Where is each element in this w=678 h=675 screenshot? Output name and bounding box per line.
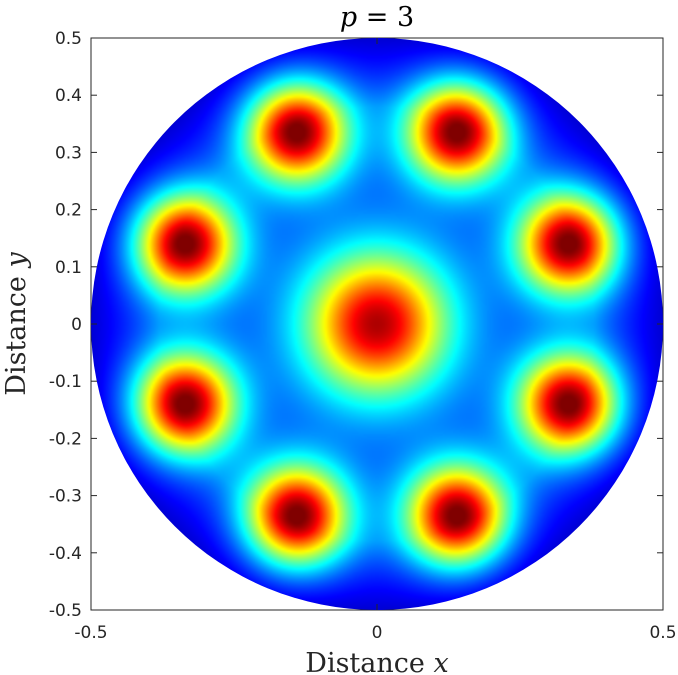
chart-title: p = 3: [340, 2, 414, 33]
y-tick-label: 0.3: [55, 143, 82, 163]
x-tick-label: 0.5: [649, 623, 676, 643]
y-tick-label: -0.1: [49, 372, 82, 392]
y-tick-label: -0.2: [49, 429, 82, 449]
x-axis-label: Distance x: [305, 648, 448, 675]
y-tick-label: 0.1: [55, 258, 82, 278]
y-axis-ticks: 0.5 0.4 0.3 0.2 0.1 0 -0.1 -0.2 -0.3 -0.4 -0.5: [49, 29, 663, 621]
x-axis-ticks: -0.5 0 0.5: [74, 38, 677, 643]
y-axis-label-text: Distance: [1, 268, 32, 396]
y-tick-label: -0.4: [49, 544, 82, 564]
x-axis-label-variable: x: [433, 648, 448, 675]
chart-title-value: = 3: [357, 2, 414, 33]
y-tick-label: 0: [71, 315, 82, 335]
y-tick-label: 0.4: [55, 86, 82, 106]
x-tick-label: 0: [372, 623, 383, 643]
heatmap-surface: [91, 38, 663, 610]
y-tick-label: 0.2: [55, 201, 82, 221]
y-tick-label: 0.5: [55, 29, 82, 49]
y-tick-label: -0.3: [49, 487, 82, 507]
chart-title-variable: p: [340, 2, 357, 33]
y-axis-label: Distance y: [1, 252, 32, 396]
x-tick-label: -0.5: [74, 623, 107, 643]
y-tick-label: -0.5: [49, 601, 82, 621]
y-axis-label-variable: y: [1, 252, 32, 269]
x-axis-label-text: Distance: [305, 648, 433, 675]
